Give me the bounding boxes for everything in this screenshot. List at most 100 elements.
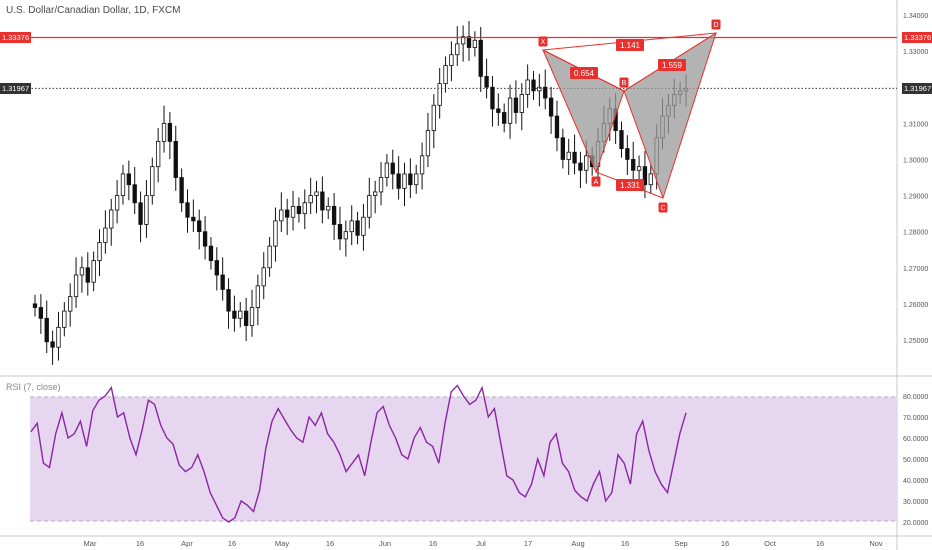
svg-text:C: C bbox=[660, 205, 665, 212]
candle-body bbox=[167, 122, 173, 142]
candle-body bbox=[548, 97, 554, 117]
candle-body bbox=[232, 310, 237, 319]
candle-body bbox=[302, 202, 307, 215]
candle-body bbox=[126, 173, 131, 186]
candle-body bbox=[631, 159, 636, 171]
price-y-tick: 1.27000 bbox=[903, 266, 928, 273]
candle-body bbox=[326, 205, 331, 211]
x-tick: Jul bbox=[476, 539, 486, 548]
candle-body bbox=[390, 162, 395, 175]
candle-body bbox=[226, 289, 231, 312]
x-tick: Sep bbox=[674, 539, 687, 548]
resistance-price-tag-left: 1.33376 bbox=[0, 32, 32, 43]
candle-body bbox=[367, 195, 372, 218]
candle-body bbox=[314, 191, 319, 196]
candle-body bbox=[103, 227, 108, 243]
candle-body bbox=[472, 39, 478, 48]
candle-body bbox=[202, 231, 208, 247]
x-tick: 16 bbox=[429, 539, 437, 548]
candle-body bbox=[460, 36, 466, 45]
candle-body bbox=[496, 108, 501, 113]
chart-title: U.S. Dollar/Canadian Dollar, 1D, FXCM bbox=[6, 5, 181, 16]
rsi-y-tick: 50.0000 bbox=[903, 457, 928, 464]
candle-body bbox=[572, 151, 577, 164]
candle-body bbox=[625, 148, 630, 160]
candle-body bbox=[120, 173, 126, 196]
candle-body bbox=[191, 216, 196, 222]
pattern-point-c[interactable]: C bbox=[658, 202, 668, 213]
candle-body bbox=[50, 341, 55, 348]
candle-body bbox=[144, 195, 149, 225]
candle-body bbox=[161, 122, 167, 142]
candle-body bbox=[150, 166, 155, 196]
candle-body bbox=[349, 220, 354, 233]
candle-body bbox=[578, 162, 583, 171]
resistance-price-tag-right: 1.33376 bbox=[902, 32, 932, 43]
price-y-tick: 1.33000 bbox=[903, 49, 928, 56]
candle-body bbox=[296, 205, 302, 215]
candle-body bbox=[138, 202, 143, 225]
candle-body bbox=[443, 65, 448, 85]
pattern-ratio-label: 0.654 bbox=[570, 67, 598, 79]
candle-body bbox=[62, 310, 67, 328]
x-tick: 16 bbox=[326, 539, 334, 548]
svg-text:0.654: 0.654 bbox=[574, 69, 595, 78]
candle-body bbox=[519, 94, 524, 113]
x-tick: 17 bbox=[524, 539, 532, 548]
rsi-y-tick: 20.0000 bbox=[903, 520, 928, 527]
candle-body bbox=[484, 75, 489, 88]
pattern-point-a[interactable]: A bbox=[591, 176, 601, 187]
x-tick: Aug bbox=[571, 539, 584, 548]
candle-body bbox=[79, 267, 85, 276]
candle-body bbox=[584, 155, 589, 171]
x-tick: Nov bbox=[869, 539, 883, 548]
x-tick: 16 bbox=[136, 539, 144, 548]
candle-body bbox=[273, 220, 278, 247]
x-tick: 16 bbox=[228, 539, 236, 548]
candle-body bbox=[255, 285, 261, 308]
candle-body bbox=[220, 274, 225, 290]
candle-body bbox=[290, 205, 296, 218]
candle-body bbox=[408, 173, 413, 186]
candle-body bbox=[208, 245, 214, 261]
candle-body bbox=[437, 83, 442, 106]
candle-body bbox=[396, 173, 401, 189]
candle-body bbox=[173, 140, 178, 178]
candle-body bbox=[114, 195, 120, 211]
price-y-tick: 1.30000 bbox=[903, 157, 928, 164]
price-y-tick: 1.31000 bbox=[903, 121, 928, 128]
candle-body bbox=[414, 173, 419, 186]
rsi-band bbox=[30, 397, 897, 521]
candle-body bbox=[179, 177, 184, 204]
rsi-y-tick: 70.0000 bbox=[903, 415, 928, 422]
x-tick: Apr bbox=[181, 539, 193, 548]
candle-body bbox=[197, 220, 202, 233]
pattern-point-b[interactable]: B bbox=[619, 77, 629, 88]
candle-body bbox=[337, 224, 343, 240]
candle-body bbox=[32, 303, 38, 308]
candle-body bbox=[249, 307, 255, 326]
price-y-tick: 1.26000 bbox=[903, 302, 928, 309]
candle-body bbox=[431, 104, 436, 131]
x-tick: May bbox=[275, 539, 289, 548]
candle-body bbox=[361, 216, 366, 236]
svg-text:A: A bbox=[594, 179, 599, 186]
x-tick: 16 bbox=[816, 539, 824, 548]
candle-body bbox=[490, 86, 495, 110]
x-tick: 16 bbox=[721, 539, 729, 548]
candle-body bbox=[384, 162, 390, 178]
candle-body bbox=[85, 267, 90, 283]
pattern-point-d[interactable]: D bbox=[711, 19, 721, 30]
candle-body bbox=[97, 242, 102, 261]
candle-body bbox=[531, 79, 536, 92]
price-y-tick: 1.25000 bbox=[903, 338, 928, 345]
x-tick: Oct bbox=[764, 539, 777, 548]
candle-body bbox=[91, 260, 96, 283]
candle-body bbox=[243, 310, 249, 326]
candle-body bbox=[425, 130, 431, 157]
pattern-point-x[interactable]: X bbox=[538, 36, 548, 47]
rsi-y-tick: 80.0000 bbox=[903, 394, 928, 401]
candle-body bbox=[320, 191, 325, 211]
